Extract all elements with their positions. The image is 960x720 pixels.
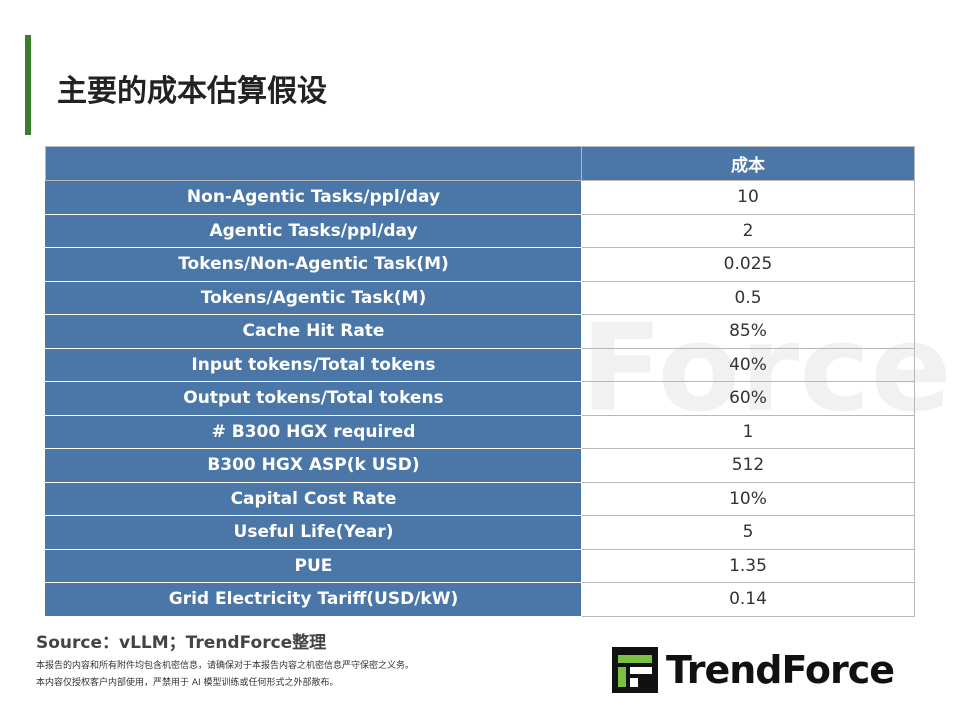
table-row: Useful Life(Year) 5 xyxy=(45,515,915,550)
accent-bar xyxy=(25,35,31,135)
table-row: Input tokens/Total tokens 40% xyxy=(45,347,915,382)
row-label: Tokens/Non-Agentic Task(M) xyxy=(45,247,582,282)
title: 主要的成本估算假设 xyxy=(57,74,327,109)
table-row: Non-Agentic Tasks/ppl/day 10 xyxy=(45,180,915,215)
table-row: # B300 HGX required 1 xyxy=(45,414,915,449)
row-value: 40% xyxy=(581,347,915,382)
table-row: Grid Electricity Tariff(USD/kW) 0.14 xyxy=(45,582,915,617)
header-cell: 成本 xyxy=(581,146,915,181)
cost-table: 成本 Non-Agentic Tasks/ppl/day 10 Agentic Tas… xyxy=(45,146,915,617)
row-label: Non-Agentic Tasks/ppl/day xyxy=(45,180,582,215)
row-label: Agentic Tasks/ppl/day xyxy=(45,213,582,248)
row-value: 5 xyxy=(581,515,915,550)
table-row: Tokens/Non-Agentic Task(M) 0.025 xyxy=(45,247,915,282)
row-value: 0.025 xyxy=(581,247,915,282)
row-label: Capital Cost Rate xyxy=(45,481,582,516)
logo-icon xyxy=(612,647,658,693)
disclaimer: 本内容仅授权客户内部使用，严禁用于 AI 模型训练或任何形式之外部散布。 xyxy=(36,678,339,688)
disclaimer: 本报告的内容和所有附件均包含机密信息，请确保对于本报告内容之机密信息严守保密之义… xyxy=(36,661,415,671)
row-label: Output tokens/Total tokens xyxy=(45,381,582,416)
table-row: Cache Hit Rate 85% xyxy=(45,314,915,349)
row-label: Cache Hit Rate xyxy=(45,314,582,349)
row-label: # B300 HGX required xyxy=(45,414,582,449)
header-row: 成本 xyxy=(45,146,915,181)
row-value: 10 xyxy=(581,180,915,215)
table-row: Output tokens/Total tokens 60% xyxy=(45,381,915,416)
row-value: 512 xyxy=(581,448,915,483)
source: Source：vLLM；TrendForce整理 xyxy=(36,633,327,653)
row-label: Input tokens/Total tokens xyxy=(45,347,582,382)
row-value: 85% xyxy=(581,314,915,349)
row-label: Grid Electricity Tariff(USD/kW) xyxy=(45,582,582,617)
row-label: PUE xyxy=(45,548,582,583)
table-row: PUE 1.35 xyxy=(45,548,915,583)
row-label: B300 HGX ASP(k USD) xyxy=(45,448,582,483)
row-value: 2 xyxy=(581,213,915,248)
table-row: Tokens/Agentic Task(M) 0.5 xyxy=(45,280,915,315)
logo: TrendForce xyxy=(612,647,895,693)
table-row: Agentic Tasks/ppl/day 2 xyxy=(45,213,915,248)
row-value: 0.5 xyxy=(581,280,915,315)
table-row: Capital Cost Rate 10% xyxy=(45,481,915,516)
row-value: 60% xyxy=(581,381,915,416)
row-value: 1.35 xyxy=(581,548,915,583)
logo-text: TrendForce xyxy=(666,648,895,692)
row-value: 10% xyxy=(581,481,915,516)
row-value: 0.14 xyxy=(581,582,915,617)
row-value: 1 xyxy=(581,414,915,449)
table-row: B300 HGX ASP(k USD) 512 xyxy=(45,448,915,483)
header-cell xyxy=(45,146,582,181)
row-label: Tokens/Agentic Task(M) xyxy=(45,280,582,315)
row-label: Useful Life(Year) xyxy=(45,515,582,550)
